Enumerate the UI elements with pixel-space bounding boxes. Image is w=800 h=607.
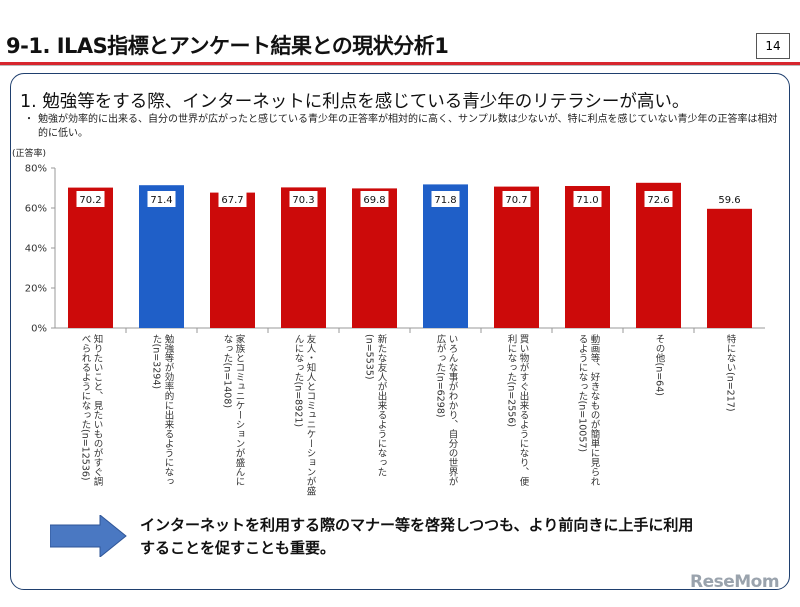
data-label: 71.0 — [576, 195, 598, 206]
bar — [281, 187, 326, 328]
data-label-box — [573, 191, 602, 207]
conclusion-text: インターネットを利用する際のマナー等を啓発しつつも、より前向きに上手に利用 する… — [140, 514, 693, 560]
data-label: 70.7 — [505, 195, 527, 206]
x-tick-label-line: 友人・知人とコミュニケーションが盛 — [304, 334, 316, 496]
title-divider-shadow — [0, 65, 800, 66]
bar-chart: 0% 20% 40% 60% 80% 70.2 71.4 67.7 70.3 69.8 71.8 70… — [25, 164, 765, 335]
conclusion-line: することを促すことも重要。 — [140, 539, 336, 557]
x-tick-label: 友人・知人とコミュニケーションが盛 んになった(n=8921) — [292, 334, 316, 496]
x-tick-label-line: 広がった(n=6298) — [434, 334, 446, 418]
x-tick-label-line: 買い物がすぐ出来るようになり、便 — [517, 334, 529, 486]
y-tick-label: 80% — [25, 164, 47, 175]
bar — [423, 184, 468, 328]
y-tick-label: 60% — [25, 204, 47, 215]
x-tick-label-line: 新たな友人が出来るようになった — [375, 334, 387, 477]
x-tick-label-line: べられるようになった(n=12536) — [79, 334, 91, 481]
x-tick-label: その他(n=64) — [653, 334, 665, 494]
bar — [494, 186, 539, 328]
slide-title: 9-1. ILAS指標とアンケート結果との現状分析1 — [6, 34, 449, 58]
bar — [707, 208, 752, 328]
x-tick-label: 動画等、好きなものが簡単に見られ るようになった(n=10057) — [576, 334, 600, 494]
data-label: 69.8 — [363, 195, 385, 206]
data-label-box — [147, 191, 176, 207]
x-tick-label-line: た(n=3294) — [150, 334, 162, 390]
x-tick-label-line: 家族とコミュニケーションが盛んに — [233, 334, 245, 486]
x-tick-label: 知りたいこと、見たいものがすぐ調 べられるようになった(n=12536) — [79, 334, 103, 494]
content-box — [10, 73, 790, 590]
x-tick-label: いろんな事がわかり、自分の世界が 広がった(n=6298) — [434, 334, 458, 494]
x-tick-label: 勉強等が効率的に出来るようになっ た(n=3294) — [150, 334, 174, 494]
data-label: 72.6 — [647, 195, 669, 206]
y-tick-label: 40% — [25, 244, 47, 255]
data-label: 71.4 — [150, 195, 172, 206]
x-tick-label-line: 特にない(n=217) — [724, 334, 736, 412]
right-arrow-icon — [50, 515, 127, 557]
bar — [139, 185, 184, 328]
data-label-box — [431, 191, 460, 207]
bullet-text: 勉強が効率的に出来る、自分の世界が広がったと感じている青少年の正答率が相対的に高… — [38, 114, 778, 139]
bullet-point: ・ 勉強が効率的に出来る、自分の世界が広がったと感じている青少年の正答率が相対的… — [24, 113, 784, 141]
y-tick-label: 0% — [31, 324, 47, 335]
bar — [68, 187, 113, 328]
data-label-box — [715, 191, 744, 207]
data-label-box — [644, 191, 673, 207]
data-label-box — [289, 191, 318, 207]
x-tick-label-line: なった(n=1408) — [221, 334, 233, 409]
x-tick-label-line: 知りたいこと、見たいものがすぐ調 — [91, 334, 103, 486]
bar — [352, 188, 397, 328]
x-tick-label: 買い物がすぐ出来るようになり、便 利になった(n=2556) — [505, 334, 529, 494]
data-label: 67.7 — [221, 195, 243, 206]
y-axis-label: (正答率) — [12, 149, 47, 159]
x-tick-label-line: んになった(n=8921) — [292, 334, 304, 428]
x-tick-label-line: 勉強等が効率的に出来るようになっ — [162, 334, 174, 486]
page-number: 14 — [756, 33, 790, 59]
data-label: 71.8 — [434, 195, 456, 206]
x-tick-label-line: 利になった(n=2556) — [505, 334, 517, 428]
x-tick-label-line: (n=5535) — [363, 334, 375, 380]
data-label-box — [360, 191, 389, 207]
data-label-box — [502, 191, 531, 207]
bar — [210, 192, 255, 328]
x-tick-label: 家族とコミュニケーションが盛んに なった(n=1408) — [221, 334, 245, 494]
x-tick-label-line: いろんな事がわかり、自分の世界が — [446, 334, 458, 486]
resemom-logo: ReseMom — [690, 572, 780, 592]
x-tick-label: 新たな友人が出来るようになった (n=5535) — [363, 334, 387, 494]
data-label: 59.6 — [718, 195, 740, 206]
data-label: 70.2 — [79, 195, 101, 206]
x-tick-label-line: るようになった(n=10057) — [576, 334, 588, 453]
bullet-marker: ・ — [24, 114, 34, 125]
title-divider — [0, 62, 800, 65]
section-heading: 1. 勉強等をする際、インターネットに利点を感じている青少年のリテラシーが高い。 — [20, 92, 690, 112]
data-label-box — [218, 191, 247, 207]
x-tick-label-line: 動画等、好きなものが簡単に見られ — [588, 334, 600, 486]
y-tick-label: 20% — [25, 284, 47, 295]
x-tick-label-line: その他(n=64) — [653, 334, 665, 396]
bar — [565, 186, 610, 328]
conclusion-line: インターネットを利用する際のマナー等を啓発しつつも、より前向きに上手に利用 — [140, 516, 694, 534]
data-label: 70.3 — [292, 195, 314, 206]
data-label-box — [76, 191, 105, 207]
x-tick-label: 特にない(n=217) — [724, 334, 736, 494]
